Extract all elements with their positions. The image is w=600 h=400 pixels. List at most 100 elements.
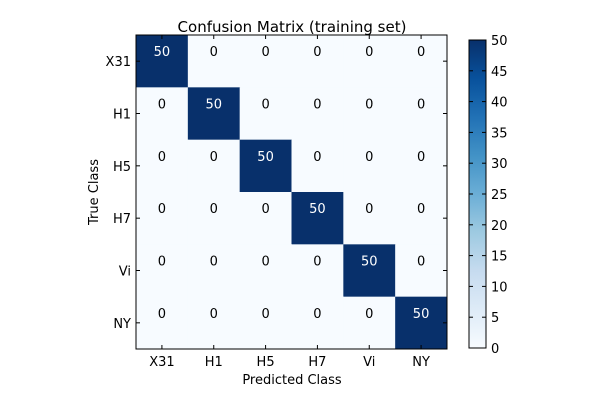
heatmap-cell — [291, 296, 344, 350]
heatmap-cell — [136, 192, 189, 245]
colorbar-tick-label: 20 — [491, 219, 508, 234]
heatmap-cell — [136, 296, 189, 350]
x-axis-label: Predicted Class — [242, 373, 342, 388]
colorbar-tick-label: 35 — [491, 126, 508, 141]
heatmap-cell — [291, 244, 344, 298]
colorbar-tick-label: 50 — [491, 34, 508, 49]
heatmap-cell — [136, 87, 189, 141]
heatmap-cell — [187, 296, 241, 350]
heatmap-cell — [239, 244, 292, 298]
cell-value-label: 0 — [365, 98, 373, 113]
y-tick-label: H7 — [113, 212, 131, 227]
y-tick-label: H5 — [113, 160, 131, 175]
cell-value-label: 50 — [257, 150, 274, 165]
colorbar-tick-label: 25 — [491, 188, 508, 203]
cell-value-label: 0 — [261, 45, 269, 60]
heatmap-cell — [395, 35, 448, 88]
cell-value-label: 0 — [417, 255, 425, 270]
cell-value-label: 0 — [313, 307, 321, 322]
heatmap-cell — [187, 35, 241, 88]
heatmap-cell — [291, 87, 344, 141]
x-tick-label: H5 — [257, 355, 275, 370]
colorbar-tick-label: 5 — [491, 311, 499, 326]
cell-value-label: 0 — [313, 98, 321, 113]
cell-value-label: 50 — [205, 98, 222, 113]
colorbar-tick-label: 45 — [491, 65, 508, 80]
cell-value-label: 50 — [413, 307, 430, 322]
cell-value-label: 0 — [313, 255, 321, 270]
heatmap-cell — [343, 192, 396, 245]
heatmap-cell — [239, 87, 292, 141]
x-tick-label: X31 — [149, 355, 174, 370]
heatmap-cell — [395, 296, 448, 350]
y-tick-label: Vi — [119, 265, 131, 280]
cell-value-label: 0 — [158, 98, 166, 113]
cell-value-label: 0 — [210, 307, 218, 322]
y-tick-label: H1 — [113, 108, 131, 123]
heatmap-cell — [136, 244, 189, 298]
heatmap-cell — [136, 35, 189, 88]
colorbar-tick-label: 30 — [491, 157, 508, 172]
cell-value-label: 0 — [158, 202, 166, 217]
cell-value-label: 0 — [261, 98, 269, 113]
cell-labels: 50 0 0 0 0 0 0 50 0 0 0 0 0 0 50 0 0 0 0 0 0 50 0 0 0 0 0 0 50 0 0 0 0 0 0… — [154, 45, 430, 322]
heatmap-cell — [291, 35, 344, 88]
heatmap-cell — [343, 35, 396, 88]
colorbar-tick-label: 40 — [491, 96, 508, 111]
cell-value-label: 50 — [154, 45, 171, 60]
cell-value-label: 0 — [417, 150, 425, 165]
cell-value-label: 50 — [309, 202, 326, 217]
colorbar-tick-label: 15 — [491, 250, 508, 265]
heatmap-cell — [187, 244, 241, 298]
cell-value-label: 0 — [210, 255, 218, 270]
y-tick-label: NY — [113, 317, 131, 332]
heatmap-cell — [343, 296, 396, 350]
heatmap-cell — [291, 192, 344, 245]
cell-value-label: 0 — [313, 150, 321, 165]
y-tick-label: X31 — [106, 55, 131, 70]
heatmap-cell — [187, 87, 241, 141]
heatmap-cell — [136, 139, 189, 193]
cell-value-label: 0 — [365, 307, 373, 322]
cell-value-label: 0 — [158, 150, 166, 165]
cell-value-label: 0 — [365, 150, 373, 165]
x-tick-label: NY — [412, 355, 430, 370]
heatmap-cell — [395, 192, 448, 245]
y-axis-ticks: X31 H1 H5 H7 Vi NY — [106, 55, 447, 332]
cell-value-label: 0 — [417, 202, 425, 217]
heatmap-cell — [239, 139, 292, 193]
cell-value-label: 0 — [261, 202, 269, 217]
heatmap-cell — [343, 139, 396, 193]
heatmap-cell — [239, 296, 292, 350]
heatmap-cell — [187, 192, 241, 245]
plot-frame — [135, 34, 448, 350]
chart-title: Confusion Matrix (training set) — [178, 18, 407, 36]
heatmap-cell — [291, 139, 344, 193]
cell-value-label: 0 — [365, 45, 373, 60]
heatmap-cell — [239, 192, 292, 245]
heatmap-cell — [343, 87, 396, 141]
cell-value-label: 0 — [158, 255, 166, 270]
colorbar-tick-label: 0 — [491, 342, 499, 357]
x-axis-ticks: X31 H1 H5 H7 Vi NY — [149, 35, 430, 370]
cell-value-label: 0 — [210, 202, 218, 217]
x-tick-label: Vi — [363, 355, 375, 370]
cell-value-label: 0 — [210, 45, 218, 60]
cell-value-label: 0 — [313, 45, 321, 60]
heatmap-cell — [343, 244, 396, 298]
heatmap-cell — [395, 244, 448, 298]
cell-value-label: 0 — [210, 150, 218, 165]
heatmap-cell — [395, 87, 448, 141]
cell-value-label: 0 — [417, 45, 425, 60]
heatmap-cell — [395, 139, 448, 193]
heatmap-cell — [187, 139, 241, 193]
y-axis-label: True Class — [87, 159, 102, 226]
colorbar-ticks: 0 5 10 15 20 25 30 35 40 45 50 — [469, 34, 508, 357]
cell-value-label: 50 — [361, 255, 378, 270]
cell-value-label: 0 — [261, 307, 269, 322]
cell-value-label: 0 — [417, 98, 425, 113]
cell-value-label: 0 — [365, 202, 373, 217]
heatmap-cells — [136, 35, 448, 350]
x-tick-label: H7 — [308, 355, 326, 370]
x-tick-label: H1 — [205, 355, 223, 370]
